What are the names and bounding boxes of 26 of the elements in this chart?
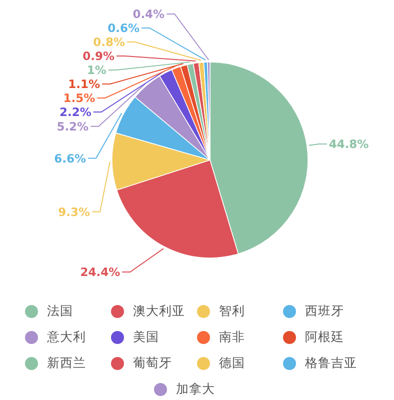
legend-label: 葡萄牙: [133, 355, 172, 372]
data-label: 1%: [86, 63, 107, 77]
data-label: 0.6%: [108, 21, 140, 35]
data-label: 0.8%: [93, 35, 126, 49]
data-label: 1.1%: [68, 77, 101, 91]
data-label: 44.8%: [328, 136, 370, 151]
legend-label: 南非: [219, 329, 245, 346]
data-label: 0.4%: [132, 7, 166, 21]
legend-label: 阿根廷: [305, 329, 344, 346]
data-label: 2.2%: [59, 105, 92, 119]
legend-label: 格鲁吉亚: [305, 355, 357, 372]
legend-label: 意大利: [47, 329, 86, 346]
data-label: 5.2%: [56, 119, 90, 134]
legend-label: 智利: [219, 303, 245, 320]
data-label: 24.4%: [80, 265, 121, 279]
legend-label: 新西兰: [47, 355, 86, 372]
legend-label: 西班牙: [305, 303, 344, 320]
legend-label: 法国: [47, 303, 73, 320]
legend-label: 加拿大: [176, 381, 215, 398]
legend-label: 澳大利亚: [133, 303, 185, 320]
data-label: 9.3%: [58, 204, 90, 219]
data-label: 6.6%: [54, 151, 86, 166]
data-label: 1.5%: [63, 91, 96, 105]
legend-label: 美国: [133, 329, 159, 346]
legend-label: 德国: [219, 355, 245, 372]
data-label: 0.9%: [82, 49, 115, 63]
